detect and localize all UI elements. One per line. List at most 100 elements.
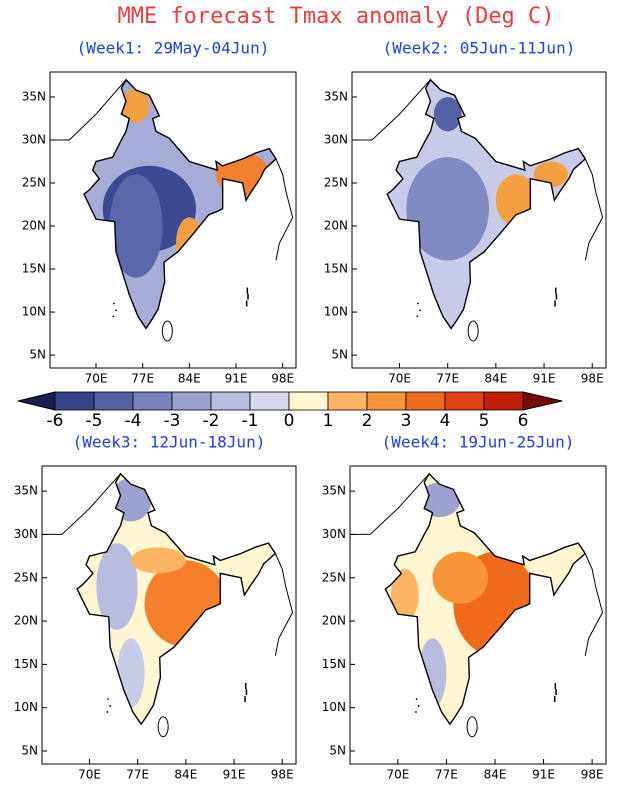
sri-lanka <box>466 716 478 738</box>
lat-tick-label: 35N <box>22 89 46 103</box>
lat-tick-label: 5N <box>329 744 346 758</box>
lat-tick-label: 20N <box>324 219 348 233</box>
figure-title: MME forecast Tmax anomaly (Deg C) <box>117 4 554 29</box>
anomaly-region <box>390 569 419 622</box>
colorbar-high-end <box>522 391 563 411</box>
anomaly-shading <box>96 478 228 708</box>
colorbar-label: -2 <box>203 411 220 431</box>
colorbar-label: -1 <box>242 411 259 431</box>
anomaly-region <box>122 88 150 123</box>
lakshadweep <box>419 309 422 312</box>
lat-tick-label: 15N <box>22 262 46 276</box>
lon-tick-label: 84E <box>484 768 507 782</box>
map-panel: (Week1: 29May-04Jun) 35N 30N 25N 20N 15N 10N 5N… <box>22 39 297 386</box>
india-border <box>76 472 277 726</box>
lon-tick-label: 84E <box>174 768 197 782</box>
lat-tick-label: 20N <box>14 614 38 628</box>
panel-title: (Week4: 19Jun-25Jun) <box>382 433 575 452</box>
lat-tick-label: 5N <box>331 348 348 362</box>
lat-tick-label: 30N <box>22 132 46 146</box>
anomaly-region <box>418 638 447 708</box>
colorbar-bin <box>132 391 173 411</box>
colorbar-label: -5 <box>86 411 103 431</box>
coast-myanmar <box>275 158 294 261</box>
lon-tick-label: 70E <box>386 768 409 782</box>
sri-lanka <box>157 716 169 738</box>
lat-tick-label: 5N <box>21 744 38 758</box>
colorbar-label: 3 <box>401 411 412 431</box>
lakshadweep <box>415 698 418 700</box>
lakshadweep <box>107 698 109 700</box>
lat-tick-label: 25N <box>322 570 346 584</box>
colorbar-label: 0 <box>284 411 295 431</box>
lon-tick-label: 77E <box>436 372 459 386</box>
sri-lanka <box>467 320 479 342</box>
lat-tick-label: 10N <box>14 700 38 714</box>
neighbour-border <box>42 473 121 535</box>
colorbar-label: -4 <box>125 411 142 431</box>
colorbar-label: 6 <box>518 411 529 431</box>
coast-myanmar <box>274 553 294 656</box>
colorbar-bin <box>483 391 524 411</box>
anomaly-region <box>117 638 145 708</box>
neighbour-border <box>352 79 431 141</box>
anomaly-region <box>406 157 489 261</box>
colorbar-label: 2 <box>362 411 373 431</box>
lat-tick-label: 30N <box>14 527 38 541</box>
lon-tick-label: 77E <box>435 768 458 782</box>
lakshadweep <box>115 309 117 312</box>
map-panel: (Week2: 05Jun-11Jun) 35N 30N 25N 20N 15N 10N 5N… <box>324 39 607 386</box>
panel-title: (Week1: 29May-04Jun) <box>77 39 270 58</box>
colorbar-bin <box>444 391 485 411</box>
colorbar-bin <box>249 391 290 411</box>
anomaly-region <box>432 551 489 604</box>
lat-tick-label: 15N <box>322 657 346 671</box>
neighbour-border <box>50 79 127 141</box>
map-frame <box>351 71 607 369</box>
lon-tick-label: 70E <box>78 768 101 782</box>
map-panel: (Week3: 12Jun-18Jun) 35N 30N 25N 20N 15N 10N 5N… <box>14 433 297 782</box>
lat-tick-label: 35N <box>324 89 348 103</box>
colorbar-label: -6 <box>47 411 64 431</box>
colorbar-bin <box>366 391 407 411</box>
map-frame <box>41 465 297 765</box>
lat-tick-label: 25N <box>22 176 46 190</box>
lon-tick-label: 91E <box>223 768 246 782</box>
colorbar-label: 4 <box>440 411 451 431</box>
map-frame <box>49 71 297 369</box>
anomaly-shading <box>102 88 270 278</box>
coast-myanmar <box>584 158 604 261</box>
lon-tick-label: 70E <box>85 372 108 386</box>
anomaly-region <box>96 543 138 630</box>
colorbar-bin <box>288 391 329 411</box>
lat-tick-label: 35N <box>14 484 38 498</box>
anomaly-region <box>130 547 186 574</box>
lat-tick-label: 20N <box>322 614 346 628</box>
lat-tick-label: 35N <box>322 484 346 498</box>
lat-tick-label: 5N <box>29 348 46 362</box>
map-frame <box>349 465 607 765</box>
lat-tick-label: 30N <box>324 132 348 146</box>
lon-tick-label: 70E <box>388 372 411 386</box>
lon-tick-label: 91E <box>532 768 555 782</box>
map-panel: (Week4: 19Jun-25Jun) 35N 30N 25N 20N 15N 10N 5N… <box>322 433 607 782</box>
lon-tick-label: 98E <box>271 372 294 386</box>
lon-tick-label: 98E <box>581 768 604 782</box>
lon-tick-label: 91E <box>225 372 248 386</box>
anomaly-region <box>109 174 163 278</box>
india-border <box>83 78 277 330</box>
lat-tick-label: 30N <box>322 527 346 541</box>
india-border <box>384 472 587 726</box>
lon-tick-label: 84E <box>484 372 507 386</box>
lat-tick-label: 15N <box>324 262 348 276</box>
colorbar-low-end <box>17 391 56 411</box>
lakshadweep <box>113 302 115 305</box>
colorbar-bin <box>54 391 95 411</box>
sri-lanka <box>161 320 173 342</box>
panel-title: (Week2: 05Jun-11Jun) <box>383 39 576 58</box>
neighbour-border <box>350 473 430 535</box>
colorbar-bin <box>93 391 134 411</box>
lat-tick-label: 10N <box>322 700 346 714</box>
lon-tick-label: 98E <box>581 372 604 386</box>
lon-tick-label: 77E <box>126 768 149 782</box>
